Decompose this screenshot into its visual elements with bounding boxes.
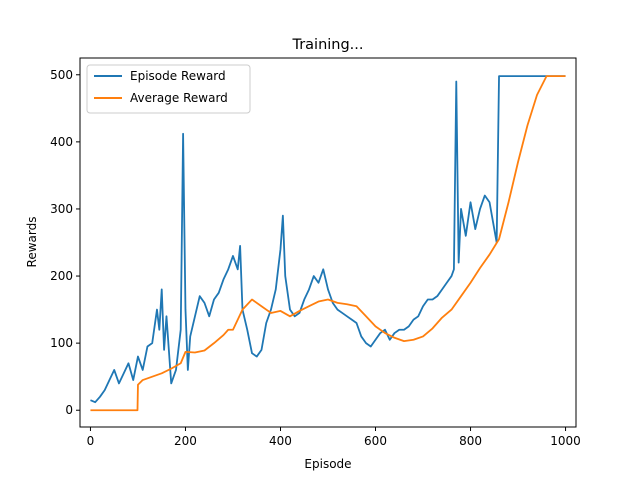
y-tick-label: 400 bbox=[50, 135, 73, 149]
legend-label-average-reward: Average Reward bbox=[130, 91, 228, 105]
x-tick-label: 400 bbox=[269, 434, 292, 448]
legend-box bbox=[86, 64, 251, 114]
y-tick-label: 500 bbox=[50, 68, 73, 82]
x-axis-label: Episode bbox=[304, 457, 351, 471]
y-axis-label: Rewards bbox=[25, 217, 39, 268]
x-tick-label: 800 bbox=[459, 434, 482, 448]
series-layer bbox=[90, 75, 566, 412]
y-tick-label: 100 bbox=[50, 336, 73, 350]
y-tick-label: 200 bbox=[50, 269, 73, 283]
y-axis: 0 100 200 300 400 500 bbox=[50, 68, 80, 417]
series-line-episode-reward bbox=[90, 75, 566, 404]
y-tick-label: 0 bbox=[65, 403, 73, 417]
plot-frame bbox=[79, 57, 577, 428]
chart-title: Training... bbox=[291, 37, 363, 53]
legend: Episode Reward Average Reward bbox=[86, 64, 251, 114]
x-tick-label: 0 bbox=[87, 434, 95, 448]
y-tick-label: 300 bbox=[50, 202, 73, 216]
legend-label-episode-reward: Episode Reward bbox=[130, 69, 226, 83]
x-tick-label: 600 bbox=[364, 434, 387, 448]
x-tick-label: 200 bbox=[174, 434, 197, 448]
series-line-average-reward bbox=[90, 75, 566, 412]
x-tick-label: 1000 bbox=[550, 434, 581, 448]
x-axis: 0 200 400 600 800 1000 bbox=[87, 427, 581, 448]
